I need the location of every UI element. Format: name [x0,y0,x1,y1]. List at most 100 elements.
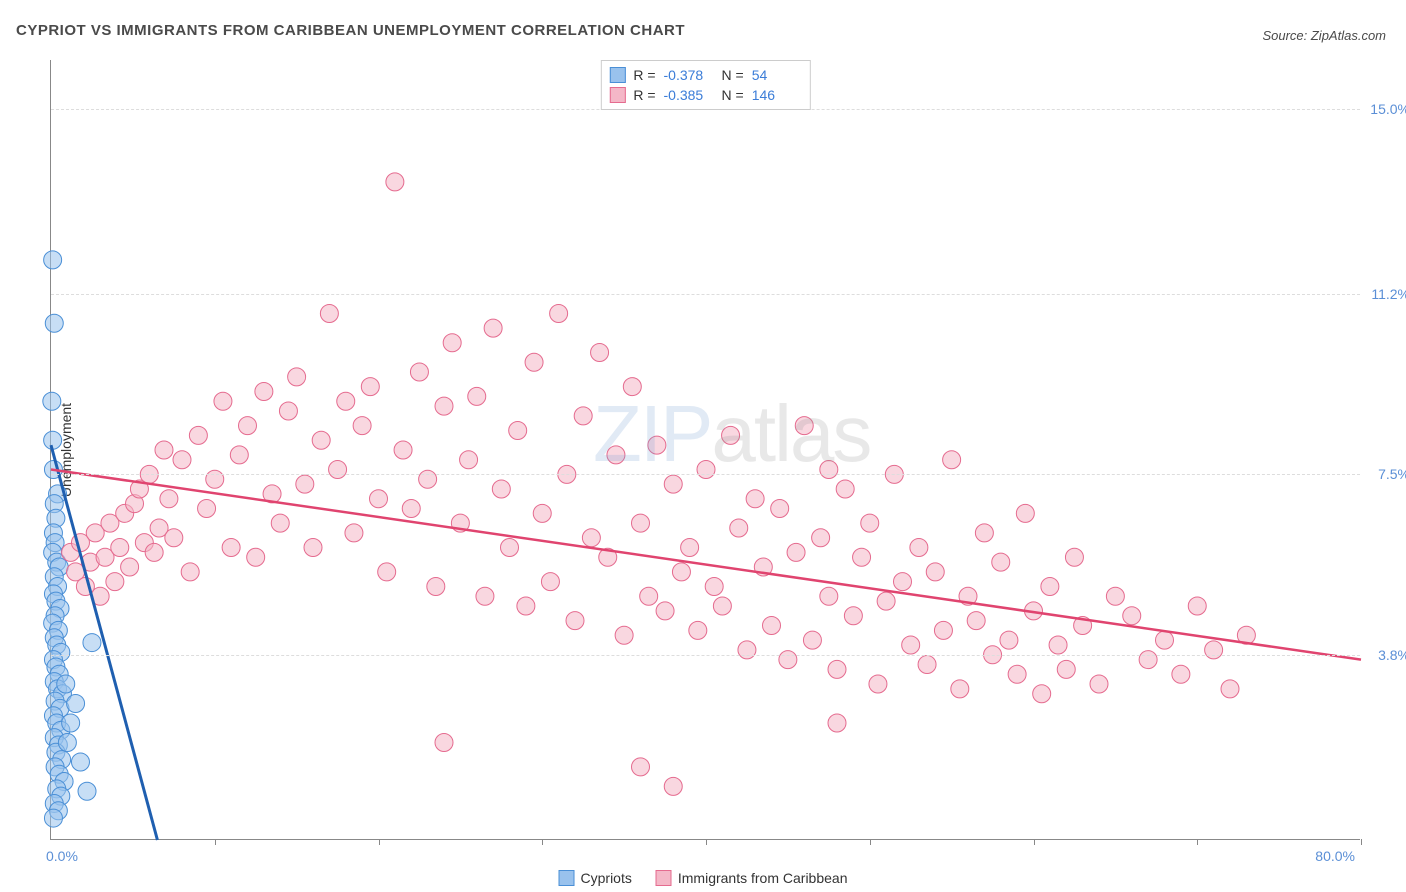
data-point [173,451,191,469]
data-point [926,563,944,581]
data-point [975,524,993,542]
data-point [656,602,674,620]
data-point [111,539,129,557]
data-point [722,426,740,444]
gridline [51,294,1360,295]
data-point [828,660,846,678]
data-point [1008,665,1026,683]
data-point [517,597,535,615]
data-point [1049,636,1067,654]
n-value-1: 54 [752,67,802,83]
data-point [795,417,813,435]
data-point [934,621,952,639]
data-point [943,451,961,469]
data-point [460,451,478,469]
chart-title: CYPRIOT VS IMMIGRANTS FROM CARIBBEAN UNE… [16,22,685,39]
data-point [632,758,650,776]
data-point [836,480,854,498]
data-point [288,368,306,386]
data-point [1057,660,1075,678]
data-point [730,519,748,537]
data-point [255,383,273,401]
data-point [672,563,690,581]
data-point [853,548,871,566]
data-point [525,353,543,371]
data-point [214,392,232,410]
stats-row-1: R = -0.378 N = 54 [609,65,801,85]
data-point [632,514,650,532]
data-point [443,334,461,352]
data-point [1041,578,1059,596]
scatter-svg [51,60,1360,839]
data-point [279,402,297,420]
x-tick [1361,839,1362,845]
data-point [370,490,388,508]
data-point [623,378,641,396]
y-tick-label: 11.2% [1371,286,1406,302]
data-point [771,500,789,518]
data-point [574,407,592,425]
data-point [967,612,985,630]
data-point [566,612,584,630]
x-tick [870,839,871,845]
data-point [763,617,781,635]
r-label: R = [633,87,655,103]
data-point [181,563,199,581]
data-point [247,548,265,566]
data-point [746,490,764,508]
data-point [1188,597,1206,615]
data-point [304,539,322,557]
data-point [689,621,707,639]
data-point [1205,641,1223,659]
data-point [681,539,699,557]
data-point [869,675,887,693]
y-tick-label: 7.5% [1378,466,1406,482]
data-point [189,426,207,444]
data-point [738,641,756,659]
data-point [271,514,289,532]
data-point [894,573,912,591]
data-point [43,392,61,410]
data-point [353,417,371,435]
data-point [992,553,1010,571]
n-label: N = [722,67,744,83]
data-point [1123,607,1141,625]
data-point [1016,504,1034,522]
n-value-2: 146 [752,87,802,103]
data-point [492,480,510,498]
x-min-label: 0.0% [46,848,78,864]
data-point [787,543,805,561]
data-point [57,675,75,693]
data-point [468,387,486,405]
data-point [206,470,224,488]
data-point [44,251,62,269]
data-point [664,777,682,795]
data-point [337,392,355,410]
data-point [402,500,420,518]
data-point [78,782,96,800]
data-point [296,475,314,493]
data-point [501,539,519,557]
data-point [435,397,453,415]
data-point [58,734,76,752]
data-point [902,636,920,654]
data-point [410,363,428,381]
x-max-label: 80.0% [1315,848,1355,864]
data-point [329,461,347,479]
stats-row-2: R = -0.385 N = 146 [609,85,801,105]
data-point [582,529,600,547]
data-point [239,417,257,435]
legend-swatch-caribbean [656,870,672,886]
data-point [160,490,178,508]
data-point [435,734,453,752]
data-point [1065,548,1083,566]
stats-legend: R = -0.378 N = 54 R = -0.385 N = 146 [600,60,810,110]
data-point [1090,675,1108,693]
series-legend: Cypriots Immigrants from Caribbean [559,870,848,886]
data-point [533,504,551,522]
data-point [812,529,830,547]
data-point [1172,665,1190,683]
data-point [145,543,163,561]
data-point [484,319,502,337]
data-point [320,305,338,323]
